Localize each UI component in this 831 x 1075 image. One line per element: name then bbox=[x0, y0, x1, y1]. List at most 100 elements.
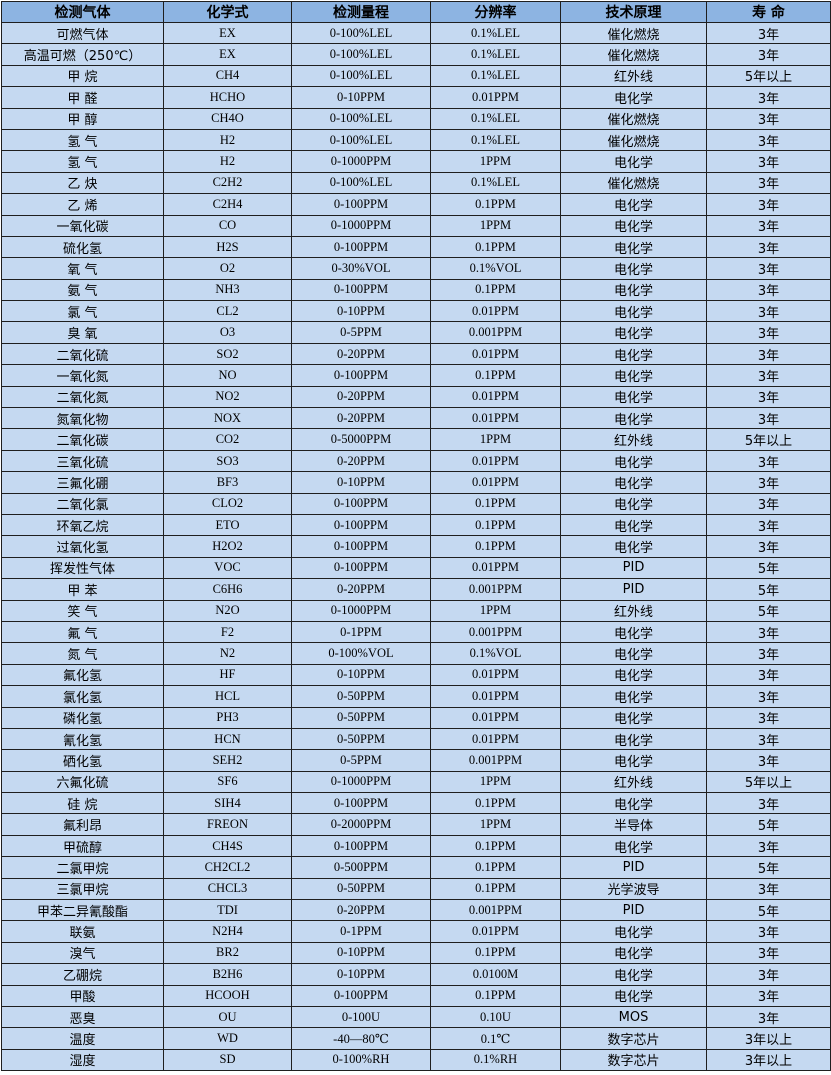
cell-range: 0-100PPM bbox=[291, 984, 431, 1007]
cell-lifespan: 3年 bbox=[706, 513, 831, 537]
cell-lifespan: 3年 bbox=[706, 257, 831, 280]
cell-lifespan: 3年 bbox=[706, 449, 831, 473]
cell-range: 0-20PPM bbox=[291, 578, 431, 601]
cell-resolution: 1PPM bbox=[430, 770, 561, 794]
cell-resolution: 0.1PPM bbox=[430, 984, 561, 1007]
cell-gas-name: 二氧化碳 bbox=[1, 428, 164, 451]
cell-resolution: 0.1%VOL bbox=[430, 642, 561, 665]
cell-formula: TDI bbox=[163, 899, 292, 922]
cell-range: 0-100%LEL bbox=[291, 21, 431, 45]
cell-lifespan: 3年 bbox=[706, 749, 831, 772]
cell-gas-name: 氧 气 bbox=[1, 257, 164, 280]
cell-gas-name: 乙 烯 bbox=[1, 193, 164, 216]
cell-resolution: 0.1℃ bbox=[430, 1027, 561, 1050]
cell-resolution: 0.01PPM bbox=[430, 920, 561, 943]
cell-gas-name: 氢 气 bbox=[1, 150, 164, 173]
cell-principle: 电化学 bbox=[560, 963, 707, 986]
cell-formula: N2H4 bbox=[163, 920, 292, 943]
cell-range: 0-1000PPM bbox=[291, 214, 431, 237]
table-row: 环氧乙烷 ETO 0-100PPM 0.1PPM 电化学 3年 bbox=[1, 513, 831, 537]
cell-lifespan: 3年 bbox=[706, 727, 831, 751]
table-row: 氢 气 H2 0-100%LEL 0.1%LEL 催化燃烧 3年 bbox=[1, 128, 831, 152]
cell-gas-name: 三氧化硫 bbox=[1, 449, 164, 473]
cell-lifespan: 5年 bbox=[706, 856, 831, 879]
table-row: 一氧化碳 CO 0-1000PPM 1PPM 电化学 3年 bbox=[1, 214, 831, 237]
cell-resolution: 0.001PPM bbox=[430, 321, 561, 344]
table-row: 氟 气 F2 0-1PPM 0.001PPM 电化学 3年 bbox=[1, 620, 831, 644]
table-row: 乙硼烷 B2H6 0-10PPM 0.0100M 电化学 3年 bbox=[1, 963, 831, 986]
cell-formula: O3 bbox=[163, 321, 292, 344]
cell-gas-name: 氟 气 bbox=[1, 620, 164, 644]
table-row: 氧 气 O2 0-30%VOL 0.1%VOL 电化学 3年 bbox=[1, 257, 831, 280]
cell-lifespan: 3年 bbox=[706, 342, 831, 366]
cell-resolution: 0.1PPM bbox=[430, 792, 561, 815]
cell-gas-name: 挥发性气体 bbox=[1, 556, 164, 580]
header-lifespan: 寿 命 bbox=[706, 1, 831, 23]
cell-resolution: 1PPM bbox=[430, 599, 561, 622]
cell-formula: N2O bbox=[163, 599, 292, 622]
cell-formula: VOC bbox=[163, 556, 292, 580]
cell-gas-name: 溴气 bbox=[1, 941, 164, 965]
cell-principle: 电化学 bbox=[560, 193, 707, 216]
cell-formula: HCOOH bbox=[163, 984, 292, 1007]
cell-gas-name: 硅 烷 bbox=[1, 792, 164, 815]
cell-lifespan: 3年 bbox=[706, 235, 831, 259]
cell-range: 0-5PPM bbox=[291, 321, 431, 344]
cell-gas-name: 氰化氢 bbox=[1, 727, 164, 751]
table-row: 乙 炔 C2H2 0-100%LEL 0.1%LEL 催化燃烧 3年 bbox=[1, 171, 831, 195]
cell-principle: MOS bbox=[560, 1005, 707, 1029]
header-range: 检测量程 bbox=[291, 1, 431, 23]
cell-principle: 半导体 bbox=[560, 813, 707, 836]
cell-gas-name: 二氧化氮 bbox=[1, 385, 164, 409]
cell-gas-name: 可燃气体 bbox=[1, 21, 164, 45]
cell-principle: 催化燃烧 bbox=[560, 43, 707, 66]
cell-lifespan: 3年 bbox=[706, 128, 831, 152]
table-row: 联氨 N2H4 0-1PPM 0.01PPM 电化学 3年 bbox=[1, 920, 831, 943]
cell-range: -40—80℃ bbox=[291, 1027, 431, 1050]
cell-range: 0-100%LEL bbox=[291, 171, 431, 195]
cell-formula: SIH4 bbox=[163, 792, 292, 815]
table-row: 氯化氢 HCL 0-50PPM 0.01PPM 电化学 3年 bbox=[1, 685, 831, 708]
cell-formula: SD bbox=[163, 1048, 292, 1072]
table-row: 氰化氢 HCN 0-50PPM 0.01PPM 电化学 3年 bbox=[1, 727, 831, 751]
cell-range: 0-1000PPM bbox=[291, 150, 431, 173]
header-row: 检测气体 化学式 检测量程 分辨率 技术原理 寿 命 bbox=[1, 1, 831, 23]
cell-range: 0-100%LEL bbox=[291, 43, 431, 66]
cell-resolution: 0.1%LEL bbox=[430, 128, 561, 152]
cell-resolution: 0.1%LEL bbox=[430, 107, 561, 130]
cell-resolution: 0.1PPM bbox=[430, 193, 561, 216]
table-row: 磷化氢 PH3 0-50PPM 0.01PPM 电化学 3年 bbox=[1, 706, 831, 729]
cell-range: 0-20PPM bbox=[291, 342, 431, 366]
cell-formula: CL2 bbox=[163, 300, 292, 323]
cell-lifespan: 3年 bbox=[706, 706, 831, 729]
cell-formula: H2 bbox=[163, 150, 292, 173]
cell-principle: 催化燃烧 bbox=[560, 128, 707, 152]
table-row: 氯 气 CL2 0-10PPM 0.01PPM 电化学 3年 bbox=[1, 300, 831, 323]
table-row: 甲 醛 HCHO 0-10PPM 0.01PPM 电化学 3年 bbox=[1, 86, 831, 109]
cell-range: 0-100PPM bbox=[291, 556, 431, 580]
cell-range: 0-50PPM bbox=[291, 727, 431, 751]
cell-resolution: 0.1%LEL bbox=[430, 64, 561, 88]
table-row: 硅 烷 SIH4 0-100PPM 0.1PPM 电化学 3年 bbox=[1, 792, 831, 815]
table-row: 二氧化碳 CO2 0-5000PPM 1PPM 红外线 5年以上 bbox=[1, 428, 831, 451]
cell-gas-name: 二氧化氯 bbox=[1, 492, 164, 515]
cell-lifespan: 3年 bbox=[706, 321, 831, 344]
cell-lifespan: 3年 bbox=[706, 300, 831, 323]
cell-formula: NO bbox=[163, 364, 292, 387]
cell-range: 0-50PPM bbox=[291, 685, 431, 708]
cell-resolution: 0.01PPM bbox=[430, 685, 561, 708]
cell-principle: 电化学 bbox=[560, 385, 707, 409]
cell-range: 0-100PPM bbox=[291, 235, 431, 259]
cell-gas-name: 湿度 bbox=[1, 1048, 164, 1072]
table-row: 氟利昂 FREON 0-2000PPM 1PPM 半导体 5年 bbox=[1, 813, 831, 836]
table-row: 湿度 SD 0-100%RH 0.1%RH 数字芯片 3年以上 bbox=[1, 1048, 831, 1072]
cell-gas-name: 臭 氧 bbox=[1, 321, 164, 344]
table-row: 挥发性气体 VOC 0-100PPM 0.01PPM PID 5年 bbox=[1, 556, 831, 580]
cell-gas-name: 磷化氢 bbox=[1, 706, 164, 729]
table-row: 二氧化硫 SO2 0-20PPM 0.01PPM 电化学 3年 bbox=[1, 342, 831, 366]
cell-resolution: 0.1PPM bbox=[430, 834, 561, 858]
cell-principle: PID bbox=[560, 578, 707, 601]
table-row: 臭 氧 O3 0-5PPM 0.001PPM 电化学 3年 bbox=[1, 321, 831, 344]
cell-range: 0-10PPM bbox=[291, 86, 431, 109]
cell-principle: 红外线 bbox=[560, 64, 707, 88]
